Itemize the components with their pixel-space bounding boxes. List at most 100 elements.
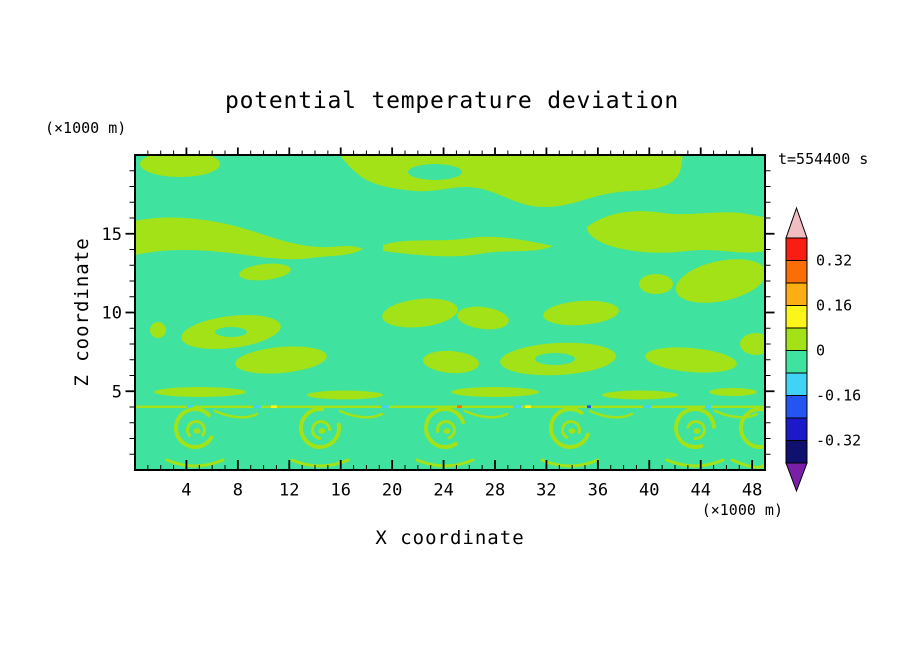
vortex-wave [730,458,765,469]
z-tick-label: 15 [102,225,122,245]
colorbar-cell [785,327,808,351]
timestamp-label: t=554400 s [778,150,869,168]
vortex-wave [415,458,475,468]
interface-speck-cyan [513,405,521,409]
shear-interface [135,405,765,409]
vortex-arc [561,420,582,440]
vortex-wave [165,458,225,468]
anomaly-patch [140,155,220,177]
anomaly-patch [645,347,737,373]
vortex-core [693,428,701,434]
interface-speck-blue [587,405,591,409]
anomaly-patch [587,211,765,253]
vortex-arc [186,420,206,440]
vortex-arc [174,407,217,449]
colorbar-label: 0.32 [816,252,852,270]
interface-speck-cyan [381,405,389,409]
x-tick-label: 4 [181,481,191,501]
vortex-core [193,428,201,434]
x-tick-label: 20 [382,481,402,501]
colorbar-cell [785,417,808,441]
chart-title: potential temperature deviation [224,88,680,114]
vortex-arc [311,420,331,440]
anomaly-patch [383,236,553,257]
vortex-arc [739,407,765,449]
billow-vortices [165,407,765,469]
colorbar-cell [785,237,808,261]
y-axis-unit-label: (×1000 m) [45,119,127,137]
interface-speck-cyan [643,405,651,409]
x-tick-label: 32 [536,481,556,501]
patch-hole [535,353,575,365]
anomaly-patch [423,350,479,374]
colorbar-cell [785,395,808,419]
colorbar-arrow-top [785,206,808,239]
x-tick-label: 36 [588,481,608,501]
x-tick-label: 12 [279,481,299,501]
vortex-wisp [338,409,384,419]
vortex-arc [686,420,706,440]
x-axis-unit-label: (×1000 m) [701,501,783,519]
vortex-wisp [713,409,759,419]
x-tick-label: 16 [330,481,350,501]
anomaly-patch [239,263,291,281]
interface-speck-yellow [525,405,531,409]
colorbar-label: 0 [816,342,825,360]
shear-line [135,405,765,408]
x-tick-label: 48 [742,481,762,501]
patch-hole [408,164,462,180]
anomaly-patch [150,322,166,338]
anomaly-patch [639,274,673,294]
anomaly-patch [451,387,539,397]
vortex-arc [424,407,466,449]
patch-hole [215,327,247,337]
z-tick-label: 10 [102,304,122,324]
vortex-wave [290,458,350,468]
colorbar-label: -0.16 [816,387,861,405]
colorbar-cell [785,372,808,396]
anomaly-patch [740,333,765,355]
x-axis-title: X coordinate [375,527,525,549]
vortex-wisp [213,409,259,419]
vortex-arc [549,407,591,449]
colorbar-cell [785,305,808,329]
x-tick-label: 8 [233,481,243,501]
colorbar-cell [785,440,808,464]
anomaly-patch [235,346,327,374]
vortex-arc [436,420,456,440]
anomaly-patch [135,217,363,260]
interface-speck-cyan [187,405,193,409]
vortex-core [443,428,451,434]
vortex-core [318,428,326,434]
anomaly-patch [382,298,458,328]
anomaly-patch [307,390,383,400]
colorbar-label: -0.32 [816,432,861,450]
interface-speck-orange [457,405,462,409]
vortex-wave [665,458,725,468]
anomaly-patch [543,300,619,326]
anomaly-patch [675,259,765,303]
colorbar-cell [785,350,808,374]
colorbar-label: 0.16 [816,297,852,315]
anomaly-patch [154,387,246,397]
x-tick-label: 40 [639,481,659,501]
interface-speck-yellow [271,405,277,409]
plot-frame [134,154,766,471]
vortex-core [568,428,576,434]
anomaly-patch [709,388,757,396]
vortex-wisp [463,409,509,419]
colorbar-arrow-bottom [785,462,808,493]
z-tick-label: 5 [112,382,122,402]
x-tick-label: 28 [485,481,505,501]
anomaly-patch [457,306,509,330]
colorbar-cell [785,260,808,284]
vortex-wisp [588,409,634,419]
x-tick-label: 24 [433,481,453,501]
interface-speck-cyan [253,405,261,409]
vortex-arc [674,407,716,449]
colorbar-cell [785,282,808,306]
contour-field [135,155,765,470]
vortex-arc [299,407,341,449]
